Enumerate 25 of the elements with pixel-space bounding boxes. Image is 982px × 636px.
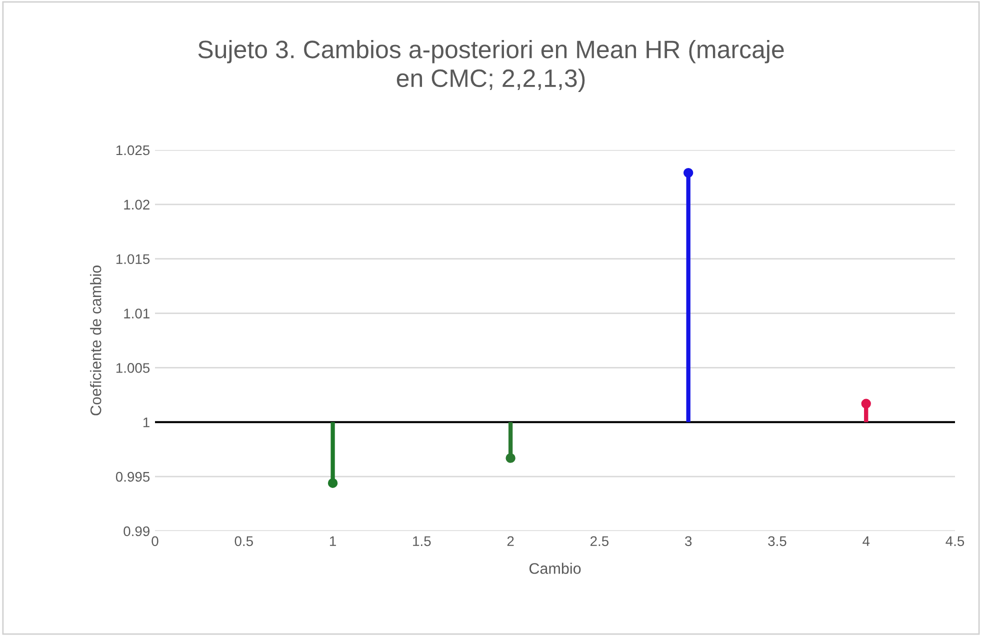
- y-axis-title: Coeficiente de cambio: [90, 266, 102, 416]
- x-tick-label: 4: [862, 536, 870, 546]
- x-tick-label: 0: [152, 536, 158, 546]
- x-tick-label: 2.5: [590, 536, 609, 546]
- y-tick-label: 1.02: [124, 200, 150, 210]
- y-tick-label: 1.01: [124, 308, 150, 318]
- x-tick-label: 1.5: [413, 536, 431, 546]
- x-tick-label: 1: [330, 536, 336, 546]
- chart-title: Sujeto 3. Cambios a-posteriori en Mean HR (marcaje en CMC; 2,2,1,3): [198, 40, 784, 92]
- y-tick-label: 1.025: [116, 145, 150, 156]
- y-tick-label: 1.005: [116, 363, 150, 373]
- x-axis-title: Cambio: [529, 562, 581, 574]
- point: [861, 398, 871, 408]
- point: [328, 478, 338, 488]
- x-tick-label: 4.5: [946, 536, 964, 546]
- x-tick-label: 2: [507, 536, 514, 546]
- point: [506, 453, 516, 463]
- x-tick-label: 3: [685, 536, 692, 546]
- point: [683, 168, 694, 178]
- x-tick-label: 0.5: [234, 536, 253, 546]
- y-tick-label: 1.015: [116, 254, 150, 264]
- y-tick-label: 0.995: [116, 472, 150, 482]
- x-tick-label: 3.5: [768, 536, 786, 546]
- y-tick-label: 1: [143, 418, 150, 428]
- y-tick-label: 0.99: [124, 526, 150, 536]
